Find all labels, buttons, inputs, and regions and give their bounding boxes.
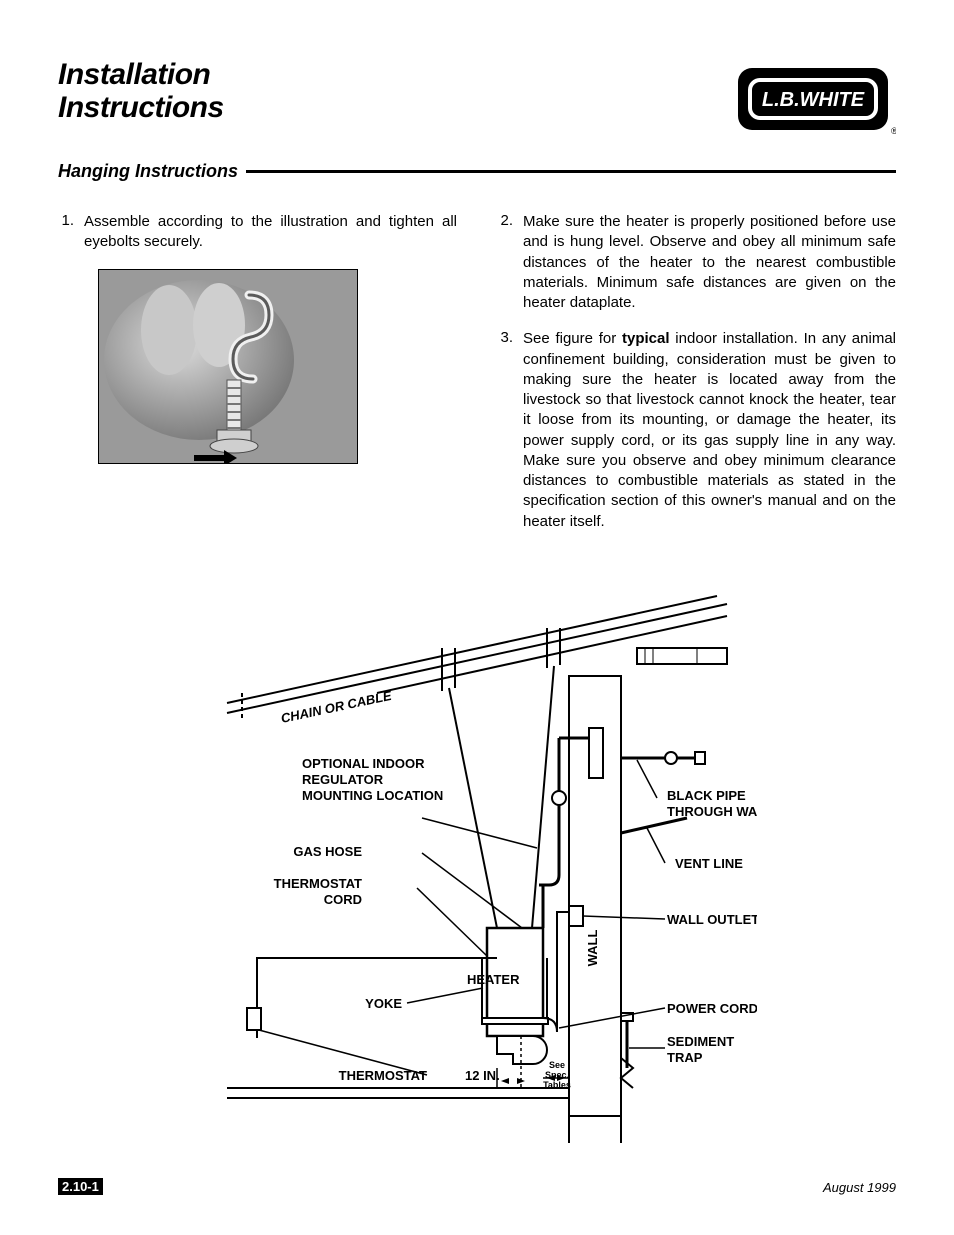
svg-text:TRAP: TRAP (667, 1050, 703, 1065)
svg-text:THERMOSTAT: THERMOSTAT (274, 876, 362, 891)
svg-text:Tables: Tables (543, 1080, 571, 1090)
svg-text:Spec.: Spec. (545, 1070, 569, 1080)
svg-text:WALL: WALL (585, 929, 600, 966)
svg-text:VENT LINE: VENT LINE (675, 856, 743, 871)
svg-text:THERMOSTAT: THERMOSTAT (339, 1068, 427, 1083)
step-3: 3. See figure for typical indoor install… (497, 329, 896, 532)
svg-text:SEDIMENT: SEDIMENT (667, 1034, 734, 1049)
svg-text:REGULATOR: REGULATOR (302, 772, 384, 787)
svg-text:CORD: CORD (324, 892, 362, 907)
svg-text:YOKE: YOKE (365, 996, 402, 1011)
svg-text:BLACK PIPE: BLACK PIPE (667, 788, 746, 803)
svg-text:CHAIN OR CABLE: CHAIN OR CABLE (280, 688, 394, 726)
svg-text:See: See (549, 1060, 565, 1070)
eyebolt-photo (98, 269, 358, 464)
step-number: 2. (497, 212, 523, 229)
right-column: 2. Make sure the heater is properly posi… (497, 212, 896, 548)
installation-diagram: CHAIN OR CABLE OPTIONAL INDOOR REGULATOR… (197, 588, 757, 1153)
step-1: 1. Assemble according to the illustratio… (58, 212, 457, 253)
title-line-2: Instructions (58, 91, 224, 124)
step-number: 3. (497, 329, 523, 346)
page-footer: 2.10-1 August 1999 (58, 1178, 896, 1195)
step3-post: indoor installation. In any animal confi… (523, 330, 896, 529)
svg-text:POWER CORD: POWER CORD (667, 1001, 757, 1016)
step-text: Make sure the heater is properly positio… (523, 212, 896, 313)
svg-text:HEATER: HEATER (467, 972, 520, 987)
page-title: Installation Instructions (58, 58, 224, 124)
step3-bold: typical (622, 330, 670, 347)
page-number: 2.10-1 (58, 1178, 103, 1195)
svg-text:MOUNTING LOCATION: MOUNTING LOCATION (302, 788, 443, 803)
section-heading: Hanging Instructions (58, 161, 246, 182)
brand-logo: L.B.WHITE ® (736, 66, 896, 143)
step3-pre: See figure for (523, 330, 622, 347)
svg-text:WALL OUTLET: WALL OUTLET (667, 912, 757, 927)
header-row: Installation Instructions L.B.WHITE ® (58, 58, 896, 143)
section-rule (246, 170, 896, 173)
svg-text:12 IN.: 12 IN. (465, 1068, 500, 1083)
svg-text:®: ® (891, 126, 896, 136)
title-line-1: Installation (58, 58, 224, 91)
step-text: See figure for typical indoor installati… (523, 329, 896, 532)
left-column: 1. Assemble according to the illustratio… (58, 212, 457, 548)
step-text: Assemble according to the illustration a… (84, 212, 457, 253)
step-2: 2. Make sure the heater is properly posi… (497, 212, 896, 313)
footer-date: August 1999 (823, 1180, 896, 1195)
section-heading-row: Hanging Instructions (58, 161, 896, 182)
instruction-columns: 1. Assemble according to the illustratio… (58, 212, 896, 548)
step-number: 1. (58, 212, 84, 229)
svg-text:THROUGH WALL: THROUGH WALL (667, 804, 757, 819)
brand-text: L.B.WHITE (762, 89, 865, 111)
svg-text:GAS HOSE: GAS HOSE (293, 844, 362, 859)
svg-text:OPTIONAL INDOOR: OPTIONAL INDOOR (302, 756, 425, 771)
